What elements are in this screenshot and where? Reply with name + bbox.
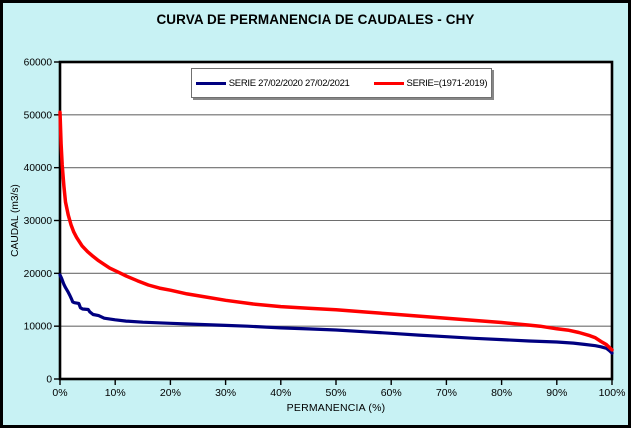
x-tick-label: 30% — [215, 387, 236, 399]
y-tick-label: 50000 — [24, 110, 53, 121]
legend-line-sample-red — [373, 81, 404, 85]
legend-line-sample-blue — [195, 81, 226, 85]
x-axis-title: PERMANENCIA (%) — [286, 402, 386, 414]
x-tick-label: 40% — [270, 387, 291, 399]
x-tick-label: 80% — [491, 387, 512, 399]
x-tick-label: 50% — [325, 387, 346, 399]
y-tick-label: 40000 — [24, 163, 53, 174]
y-tick-label: 0 — [46, 375, 52, 386]
chart-title: CURVA DE PERMANENCIA DE CAUDALES - CHY — [156, 12, 475, 27]
x-tick-label: 70% — [436, 387, 457, 399]
x-tick-label: 10% — [105, 387, 126, 399]
series-line-red — [58, 110, 614, 352]
legend-item-serie-2020-2021: SERIE 27/02/2020 27/02/2021 — [195, 77, 350, 89]
y-tick-label: 30000 — [24, 216, 53, 227]
series-line-blue — [58, 273, 614, 355]
x-tick-label: 0% — [52, 387, 67, 399]
plot-frame — [58, 60, 614, 381]
y-tick-label: 10000 — [24, 322, 53, 333]
x-tick-label: 60% — [381, 387, 402, 399]
y-tick-label: 60000 — [24, 58, 53, 69]
legend-item-serie-1971-2019: SERIE=(1971-2019) — [373, 77, 488, 89]
x-tick-label: 20% — [160, 387, 181, 399]
legend-label: SERIE 27/02/2020 27/02/2021 — [228, 77, 350, 89]
x-tick-label: 90% — [546, 387, 567, 399]
legend: SERIE 27/02/2020 27/02/2021 SERIE=(1971-… — [191, 68, 492, 98]
legend-label: SERIE=(1971-2019) — [406, 77, 488, 89]
y-tick-label: 20000 — [24, 269, 53, 280]
plot-canvas: 0 10000 20000 30000 40000 50000 60000 0% 10% 20% 3… — [10, 58, 626, 400]
x-tick-label: 100% — [599, 387, 626, 399]
y-axis-title: CAUDAL (m3/s) — [10, 184, 21, 257]
